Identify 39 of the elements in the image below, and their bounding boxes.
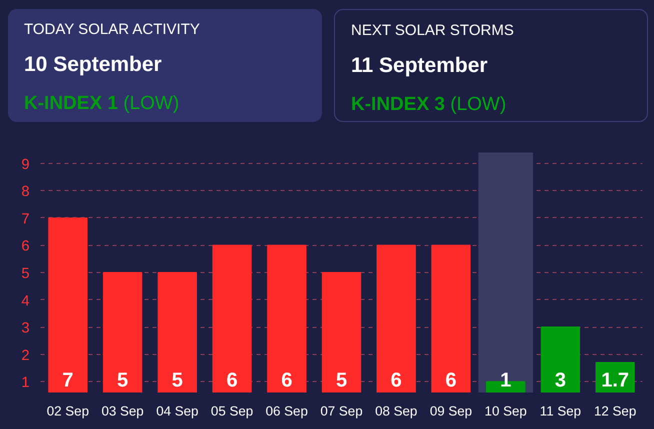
x-tick-label: 12 Sep: [594, 404, 636, 418]
x-tick-label: 09 Sep: [430, 404, 472, 418]
y-tick-label: 8: [21, 184, 30, 200]
x-tick-label: 08 Sep: [375, 404, 418, 418]
data-label: 5: [172, 370, 183, 392]
x-tick-label: 02 Sep: [46, 404, 89, 418]
x-tick-label: 10 Sep: [484, 404, 527, 418]
data-label: 7: [62, 370, 74, 392]
text: K-INDEX 3: [351, 94, 445, 116]
text: NEXT SOLAR STORMS: [351, 21, 514, 41]
data-label: 5: [117, 370, 128, 392]
text: TODAY SOLAR ACTIVITY: [24, 20, 200, 40]
y-tick-label: 1: [21, 375, 30, 392]
text: (LOW): [450, 94, 506, 116]
y-tick-label: 7: [21, 211, 30, 228]
x-tick-label: 05 Sep: [210, 404, 254, 418]
x-tick-label: 07 Sep: [320, 404, 363, 418]
data-label: 6: [445, 370, 457, 392]
data-label: 1.7: [601, 370, 630, 392]
data-label: 1: [500, 370, 512, 392]
x-tick-label: 04 Sep: [156, 404, 198, 418]
y-tick-label: 9: [21, 156, 30, 173]
y-tick-label: 2: [21, 348, 30, 364]
y-tick-label: 4: [21, 293, 30, 310]
y-tick-label: 3: [21, 320, 30, 337]
x-tick-label: 11 Sep: [540, 404, 582, 418]
text: (LOW): [123, 93, 180, 114]
x-tick-label: 03 Sep: [101, 404, 144, 418]
y-tick-label: 5: [21, 266, 30, 282]
data-label: 5: [336, 370, 348, 392]
data-label: 6: [226, 370, 238, 392]
data-label: 3: [554, 370, 566, 392]
data-label: 6: [281, 370, 292, 392]
x-tick-label: 06 Sep: [266, 404, 308, 418]
text: K-INDEX 1: [24, 93, 118, 114]
y-tick-label: 6: [21, 238, 30, 255]
text: 11 September: [351, 53, 489, 80]
data-label: 6: [390, 370, 402, 392]
text: 10 September: [24, 52, 163, 78]
